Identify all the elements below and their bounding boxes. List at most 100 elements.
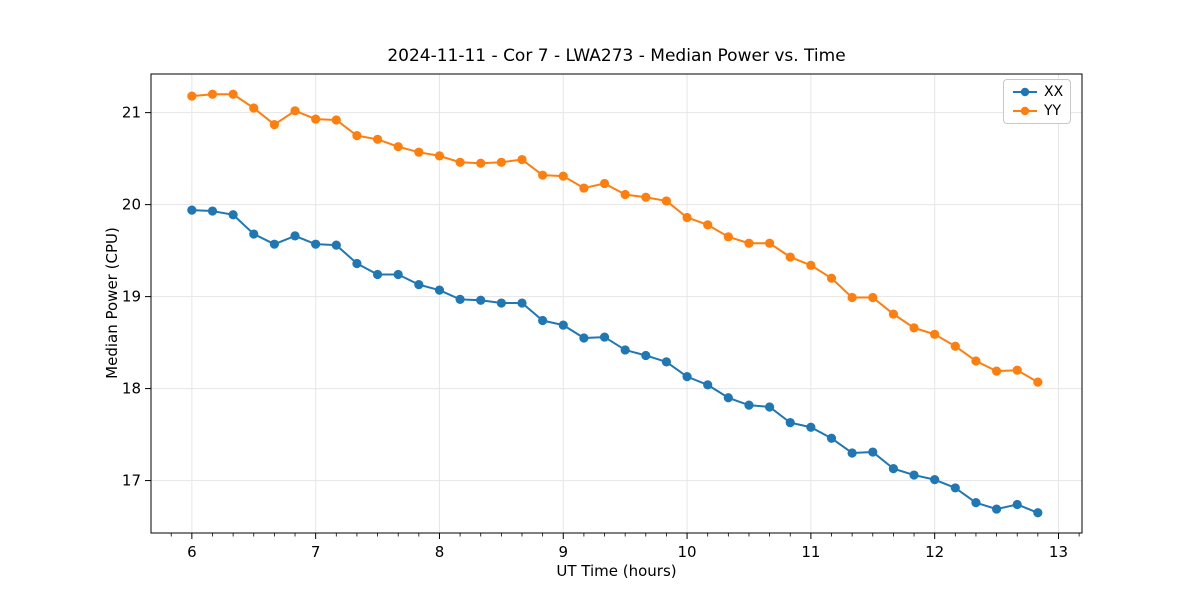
data-point [372, 134, 383, 144]
data-point [682, 212, 692, 223]
y-tick-label: 18 [122, 380, 141, 398]
data-point [290, 106, 300, 116]
data-point [1012, 499, 1022, 510]
legend-item-yy: YY [1011, 103, 1063, 119]
legend-label-xx: XX [1044, 84, 1064, 100]
chart-title: 2024-11-11 - Cor 7 - LWA273 - Median Pow… [387, 46, 846, 66]
x-tick-label: 8 [435, 543, 445, 561]
data-point [682, 372, 692, 382]
data-point [393, 269, 403, 280]
x-tick-label: 10 [678, 543, 697, 561]
x-minor-ticks [170, 533, 1080, 537]
data-point [971, 498, 981, 508]
data-point [806, 422, 816, 432]
data-point [930, 475, 940, 485]
legend-label-yy: YY [1044, 103, 1062, 119]
data-point [331, 115, 341, 125]
data-point [228, 89, 238, 99]
data-point [269, 119, 279, 130]
x-tick-label: 6 [187, 543, 197, 561]
data-point [187, 91, 197, 101]
data-point [909, 470, 919, 480]
data-point [558, 171, 568, 181]
data-point [847, 448, 857, 458]
data-point [661, 196, 672, 206]
data-point [723, 393, 733, 403]
data-point [826, 433, 837, 443]
gridlines [151, 74, 1082, 533]
data-point [641, 192, 651, 202]
data-point [744, 400, 754, 410]
data-point [558, 320, 568, 330]
data-point [207, 89, 218, 99]
data-point [249, 103, 259, 113]
data-point [187, 205, 197, 215]
data-point [785, 252, 795, 262]
data-point [269, 239, 279, 249]
data-point [703, 380, 713, 390]
x-tick-label: 11 [801, 543, 820, 561]
x-tick-label: 13 [1049, 543, 1068, 561]
data-point [599, 178, 610, 189]
data-point [950, 341, 960, 351]
legend-item-xx: XX [1011, 84, 1063, 100]
data-point [991, 366, 1002, 376]
data-point [207, 206, 218, 216]
data-point [517, 298, 527, 308]
y-tick-label: 21 [122, 104, 141, 122]
data-point [888, 464, 899, 474]
data-point [249, 229, 259, 239]
legend-line-marker-icon-yy [1013, 106, 1037, 116]
data-point [496, 298, 506, 308]
data-point [476, 158, 486, 168]
data-point [765, 238, 775, 248]
data-point [620, 189, 630, 200]
data-point [826, 273, 837, 283]
data-point [888, 309, 899, 319]
data-point [311, 114, 321, 124]
y-tick-label: 19 [122, 288, 141, 306]
data-point [785, 418, 795, 428]
data-point [517, 154, 527, 165]
data-point [868, 447, 878, 457]
data-point [496, 157, 506, 167]
data-point [579, 183, 589, 193]
data-point [641, 350, 651, 361]
data-point [579, 333, 589, 343]
data-point [476, 295, 486, 305]
data-point [930, 329, 940, 339]
data-point [744, 238, 754, 248]
data-point [703, 220, 713, 230]
series-xx [187, 205, 1043, 518]
data-point [1033, 377, 1043, 387]
data-point [455, 294, 465, 304]
y-tick-label: 17 [122, 472, 141, 490]
data-point [372, 269, 383, 280]
x-axis-label: UT Time (hours) [556, 562, 677, 580]
y-axis-label: Median Power (CPU) [103, 227, 121, 379]
data-point [414, 280, 424, 290]
data-point [538, 170, 548, 180]
data-point [311, 239, 321, 249]
data-point [620, 345, 630, 355]
data-point [599, 332, 610, 342]
data-point [909, 323, 919, 333]
data-point [290, 231, 300, 241]
data-point [868, 292, 878, 303]
x-tick-label: 9 [558, 543, 568, 561]
legend: XX YY [1003, 79, 1072, 124]
data-point [538, 315, 548, 326]
legend-line-marker-icon-xx [1013, 87, 1037, 97]
data-point [352, 258, 362, 269]
data-point [723, 232, 733, 242]
data-point [971, 356, 981, 366]
data-point [393, 142, 403, 152]
data-point [414, 147, 424, 157]
series-yy [187, 89, 1043, 387]
data-point [1033, 508, 1043, 518]
data-point [991, 504, 1002, 514]
data-point [847, 292, 857, 303]
data-point [455, 157, 465, 167]
x-tick-label: 12 [925, 543, 944, 561]
